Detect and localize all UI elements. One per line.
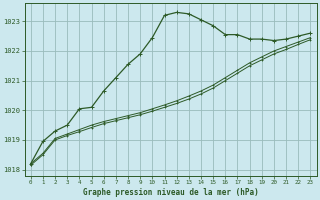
X-axis label: Graphe pression niveau de la mer (hPa): Graphe pression niveau de la mer (hPa)	[83, 188, 259, 197]
